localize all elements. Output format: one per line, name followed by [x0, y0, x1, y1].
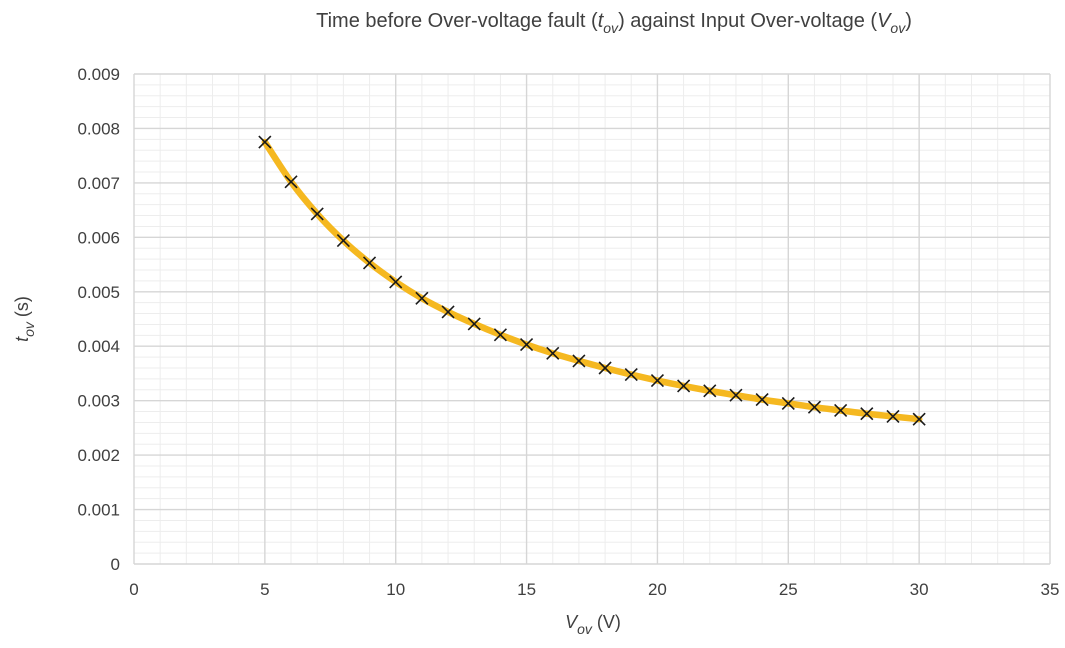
x-marker-stroke	[520, 338, 534, 352]
data-point-marker	[336, 234, 350, 248]
data-point-marker	[546, 346, 560, 360]
data-point-marker	[860, 407, 874, 421]
x-marker-stroke	[729, 388, 743, 402]
data-point-marker	[781, 396, 795, 410]
x-marker-stroke	[703, 384, 717, 398]
x-marker-stroke	[807, 400, 822, 414]
x-tick-label: 5	[260, 580, 269, 599]
y-axis-title: tov (s)	[12, 296, 37, 342]
data-point-marker	[703, 384, 717, 398]
series-markers-group	[258, 135, 926, 426]
y-tick-label: 0.003	[77, 392, 120, 411]
chart-title: Time before Over-voltage fault (tov) aga…	[316, 10, 912, 36]
major-gridlines	[133, 73, 1051, 565]
data-point-marker	[807, 400, 822, 414]
data-point-marker	[624, 367, 638, 382]
x-axis-title: Vov (V)	[565, 612, 621, 637]
y-tick-label: 0.009	[77, 65, 120, 84]
y-axis-ticks: 0 0.001 0.002 0.003 0.004 0.005 0.006 0.007 0.00…	[77, 65, 120, 574]
data-point-marker	[389, 275, 403, 289]
x-marker-stroke	[415, 291, 429, 305]
minor-gridlines	[134, 74, 1050, 564]
x-tick-label: 15	[517, 580, 536, 599]
x-tick-label: 20	[648, 580, 667, 599]
data-point-marker	[650, 373, 664, 388]
x-marker-stroke	[467, 317, 481, 331]
y-tick-label: 0.008	[77, 119, 120, 138]
data-point-marker	[572, 354, 586, 368]
x-marker-stroke	[362, 256, 377, 270]
data-point-marker	[912, 412, 926, 426]
y-tick-label: 0.006	[77, 228, 120, 247]
y-tick-label: 0.001	[77, 501, 120, 520]
data-point-marker	[441, 305, 455, 319]
x-marker-stroke	[284, 175, 298, 189]
x-tick-label: 35	[1041, 580, 1060, 599]
x-marker-stroke	[572, 354, 586, 368]
x-tick-label: 30	[910, 580, 929, 599]
y-tick-label: 0.005	[77, 283, 120, 302]
data-point-marker	[467, 317, 481, 331]
data-point-marker	[677, 379, 691, 393]
x-marker-stroke	[886, 409, 900, 424]
data-point-marker	[310, 207, 324, 221]
data-point-marker	[834, 403, 848, 418]
data-point-marker	[362, 256, 377, 270]
x-marker-stroke	[912, 412, 926, 426]
x-tick-label: 25	[779, 580, 798, 599]
x-marker-stroke	[389, 275, 403, 289]
data-point-marker	[729, 388, 743, 402]
y-tick-label: 0.004	[77, 337, 120, 356]
x-marker-stroke	[624, 367, 638, 382]
x-marker-stroke	[860, 407, 874, 421]
x-marker-stroke	[834, 403, 848, 418]
x-marker-stroke	[546, 346, 560, 360]
data-point-marker	[520, 338, 534, 352]
y-tick-label: 0	[111, 555, 120, 574]
data-point-marker	[284, 175, 298, 189]
x-marker-stroke	[493, 328, 507, 342]
x-marker-stroke	[650, 373, 664, 388]
data-point-marker	[415, 291, 429, 305]
x-marker-stroke	[781, 396, 795, 410]
x-marker-stroke	[598, 361, 612, 375]
data-point-marker	[755, 393, 769, 407]
x-axis-ticks: 0 5 10 15 20 25 30 35	[129, 580, 1059, 599]
data-point-marker	[493, 328, 507, 342]
x-tick-label: 0	[129, 580, 138, 599]
x-marker-stroke	[441, 305, 455, 319]
data-point-marker	[598, 361, 612, 375]
data-point-marker	[886, 409, 900, 424]
y-tick-label: 0.007	[77, 174, 120, 193]
x-marker-stroke	[677, 379, 691, 393]
x-marker-stroke	[755, 393, 769, 407]
y-tick-label: 0.002	[77, 446, 120, 465]
x-tick-label: 10	[386, 580, 405, 599]
data-point-marker	[258, 135, 272, 149]
x-marker-stroke	[336, 234, 350, 248]
x-marker-stroke	[258, 135, 272, 149]
x-marker-stroke	[310, 207, 324, 221]
